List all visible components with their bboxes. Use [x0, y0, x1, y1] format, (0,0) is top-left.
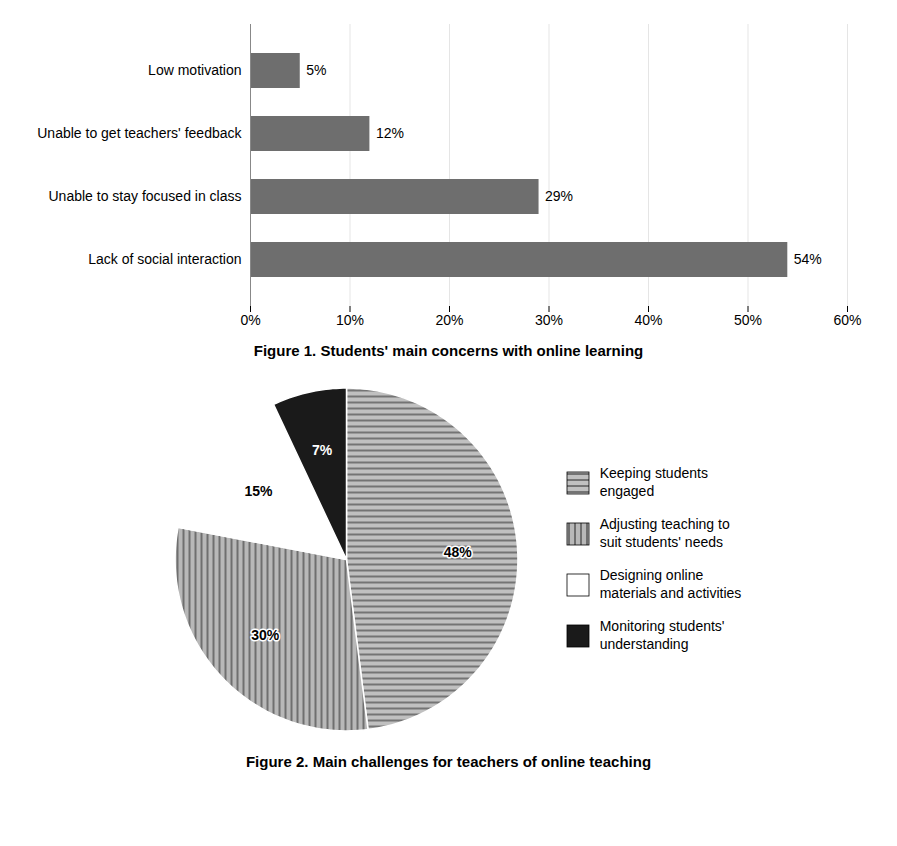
svg-text:60%: 60%	[833, 312, 861, 328]
svg-text:Low motivation: Low motivation	[148, 62, 241, 78]
svg-text:Lack of social interaction: Lack of social interaction	[88, 251, 241, 267]
svg-text:29%: 29%	[545, 188, 573, 204]
html-text:Figure 1. Students' main conce: Figure 1. Students' main concerns with o…	[253, 342, 644, 359]
svg-text:54%: 54%	[794, 251, 822, 267]
svg-text:30%: 30%	[535, 312, 563, 328]
html-text:Designing online materials and: Designing online materials and activitie…	[599, 567, 742, 601]
svg-text:20%: 20%	[435, 312, 463, 328]
svg-text:12%: 12%	[376, 125, 404, 141]
svg-text:Unable to stay focused in clas: Unable to stay focused in class	[49, 188, 242, 204]
svg-text:30%: 30%	[251, 627, 280, 643]
html-text:Keeping students engaged: Keeping students engaged	[599, 465, 708, 499]
svg-text:15%: 15%	[244, 483, 273, 499]
svg-text:40%: 40%	[634, 312, 662, 328]
svg-text:Unable to get teachers' feedba: Unable to get teachers' feedback	[37, 125, 242, 141]
svg-text:48%: 48%	[443, 544, 472, 560]
html-text:Adjusting teaching to suit stu: Adjusting teaching to suit students' nee…	[599, 516, 730, 550]
html-text:Monitoring students' understan: Monitoring students' understanding	[599, 618, 725, 652]
svg-text:10%: 10%	[336, 312, 364, 328]
svg-text:50%: 50%	[734, 312, 762, 328]
svg-text:7%: 7%	[312, 442, 333, 458]
svg-text:0%: 0%	[240, 312, 260, 328]
html-text:Figure 2. Main challenges for: Figure 2. Main challenges for teachers o…	[246, 753, 651, 770]
svg-text:5%: 5%	[306, 62, 326, 78]
